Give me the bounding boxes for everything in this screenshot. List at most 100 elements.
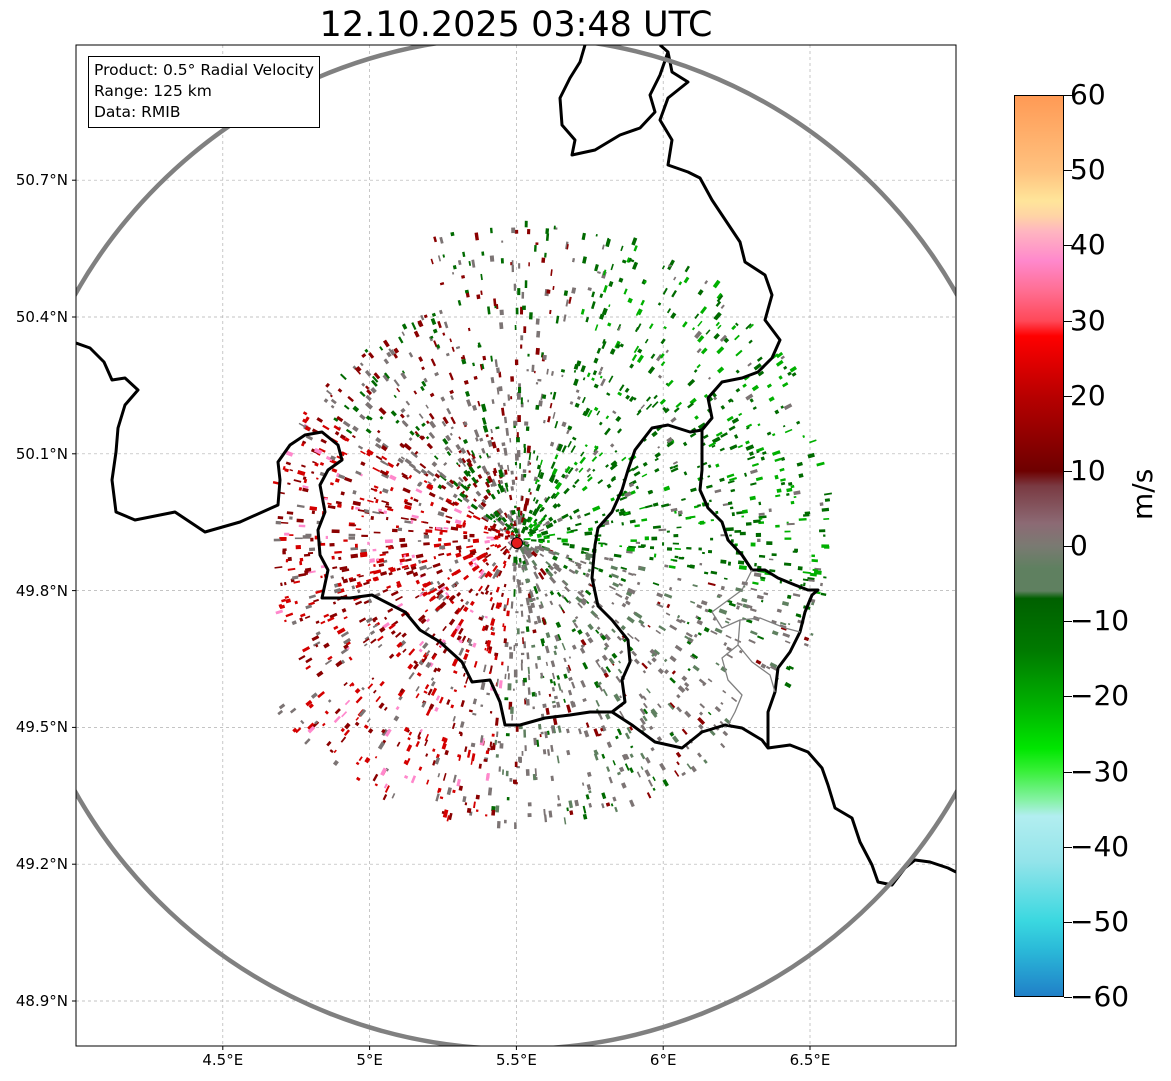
echo-bin bbox=[598, 370, 602, 376]
echo-bin bbox=[280, 521, 289, 524]
echo-bin bbox=[779, 621, 787, 626]
echo-bin bbox=[598, 542, 606, 545]
echo-bin bbox=[377, 508, 383, 512]
echo-bin bbox=[810, 632, 814, 636]
echo-bin bbox=[310, 537, 314, 542]
echo-bin bbox=[758, 501, 762, 506]
echo-bin bbox=[549, 576, 557, 584]
echo-bin bbox=[333, 715, 341, 724]
echo-bin bbox=[522, 560, 526, 565]
echo-bin bbox=[618, 766, 625, 773]
echo-bin bbox=[568, 800, 574, 809]
echo-bin bbox=[316, 417, 324, 423]
echo-bin bbox=[485, 513, 493, 521]
echo-bin bbox=[458, 785, 464, 791]
echo-bin bbox=[385, 516, 389, 521]
echo-bin bbox=[611, 652, 618, 659]
echo-bin bbox=[608, 776, 613, 784]
echo-bin bbox=[356, 581, 362, 586]
echo-bin bbox=[597, 271, 601, 274]
echo-bin bbox=[301, 464, 306, 468]
echo-bin bbox=[719, 477, 725, 483]
echo-bin bbox=[514, 229, 519, 234]
echo-bin bbox=[447, 447, 453, 454]
echo-bin bbox=[448, 594, 456, 602]
echo-bin bbox=[642, 695, 647, 701]
echo-bin bbox=[437, 773, 441, 778]
echo-bin bbox=[489, 596, 494, 602]
echo-bin bbox=[471, 404, 478, 411]
echo-bin bbox=[450, 686, 454, 690]
echo-bin bbox=[454, 609, 460, 615]
echo-bin bbox=[710, 519, 714, 522]
echo-bin bbox=[340, 727, 346, 733]
echo-bin bbox=[467, 538, 471, 542]
echo-bin bbox=[439, 472, 447, 480]
echo-bin bbox=[674, 555, 679, 559]
echo-bin bbox=[487, 306, 491, 315]
echo-bin bbox=[654, 452, 661, 458]
echo-bin bbox=[586, 467, 592, 473]
echo-bin bbox=[470, 549, 477, 555]
echo-bin bbox=[629, 767, 634, 774]
echo-bin bbox=[478, 616, 483, 621]
echo-bin bbox=[566, 527, 571, 531]
echo-bin bbox=[487, 787, 493, 796]
echo-bin bbox=[703, 393, 709, 399]
echo-bin bbox=[382, 374, 390, 382]
echo-bin bbox=[563, 657, 567, 663]
radar-site-marker[interactable] bbox=[511, 537, 523, 549]
echo-bin bbox=[349, 577, 357, 583]
echo-bin bbox=[641, 473, 648, 478]
echo-bin bbox=[521, 566, 526, 571]
echo-bin bbox=[601, 753, 606, 759]
echo-bin bbox=[525, 769, 530, 776]
echo-bin bbox=[333, 587, 342, 594]
echo-bin bbox=[774, 457, 782, 462]
echo-bin bbox=[443, 461, 448, 466]
echo-bin bbox=[550, 492, 557, 500]
echo-bin bbox=[404, 504, 412, 511]
echo-bin bbox=[551, 725, 555, 729]
echo-bin bbox=[811, 559, 818, 563]
echo-bin bbox=[471, 453, 476, 460]
echo-bin bbox=[626, 547, 635, 552]
echo-bin bbox=[768, 558, 774, 561]
echo-bin bbox=[536, 655, 542, 661]
echo-bin bbox=[372, 466, 381, 473]
echo-bin bbox=[659, 762, 666, 771]
echo-bin bbox=[383, 341, 389, 347]
echo-bin bbox=[383, 783, 388, 789]
echo-bin bbox=[524, 421, 529, 426]
echo-bin bbox=[490, 745, 493, 751]
echo-bin bbox=[532, 706, 535, 710]
echo-bin bbox=[686, 547, 692, 550]
echo-bin bbox=[577, 629, 583, 635]
echo-bin bbox=[720, 432, 728, 438]
echo-bin bbox=[616, 635, 622, 641]
echo-bin bbox=[557, 517, 563, 523]
echo-bin bbox=[533, 520, 538, 525]
echo-bin bbox=[484, 647, 487, 651]
echo-bin bbox=[687, 668, 691, 672]
echo-bin bbox=[580, 639, 587, 647]
echo-bin bbox=[554, 481, 563, 490]
echo-bin bbox=[638, 619, 645, 626]
echo-bin bbox=[452, 774, 457, 783]
echo-bin bbox=[354, 721, 360, 727]
echo-bin bbox=[792, 593, 801, 597]
echo-bin bbox=[278, 703, 286, 710]
echo-bin bbox=[618, 277, 624, 283]
echo-bin bbox=[396, 387, 401, 393]
echo-bin bbox=[490, 538, 495, 541]
echo-bin bbox=[552, 519, 557, 524]
echo-bin bbox=[537, 571, 545, 580]
echo-bin bbox=[793, 495, 797, 499]
echo-bin bbox=[595, 233, 598, 237]
echo-bin bbox=[386, 351, 392, 358]
echo-bin bbox=[621, 782, 627, 789]
echo-bin bbox=[517, 518, 522, 525]
echo-bin bbox=[472, 538, 480, 544]
echo-bin bbox=[574, 402, 580, 408]
